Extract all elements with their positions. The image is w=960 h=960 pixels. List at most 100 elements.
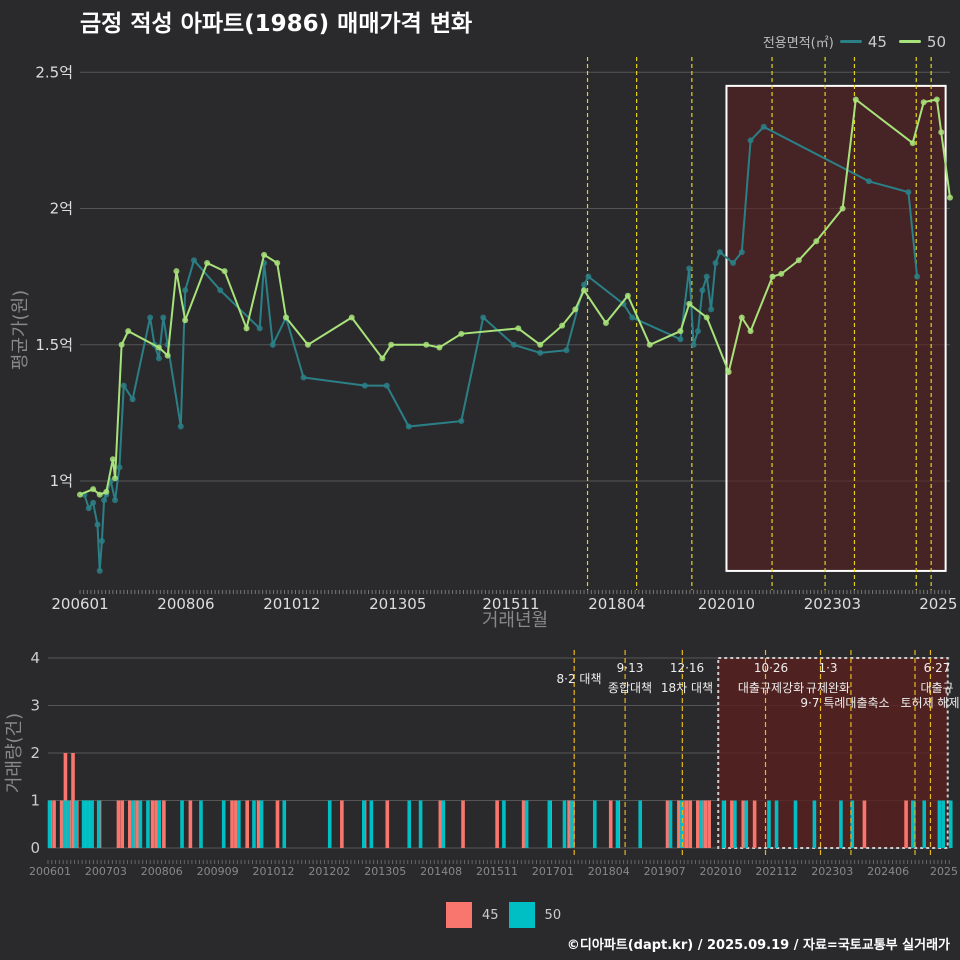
volume-bar-50 bbox=[259, 800, 264, 848]
data-point-45 bbox=[90, 499, 97, 506]
volume-bar-45 bbox=[752, 800, 757, 848]
legend-swatch-45 bbox=[839, 40, 862, 43]
volume-bar-45 bbox=[154, 800, 159, 848]
policy-annotation-text: 9·7 특례대출축소 bbox=[800, 696, 889, 710]
data-point-50 bbox=[537, 341, 544, 348]
x-tick-label-top: 201511 bbox=[482, 595, 539, 613]
x-tick-label-top: 2025 bbox=[919, 595, 957, 613]
data-point-45 bbox=[699, 287, 706, 294]
volume-bar-50 bbox=[839, 800, 843, 848]
volume-bar-45 bbox=[52, 800, 56, 848]
data-point-45 bbox=[703, 273, 710, 280]
volume-bar-45 bbox=[385, 800, 390, 848]
data-point-50 bbox=[909, 140, 916, 147]
top-series bbox=[77, 96, 953, 574]
volume-bar-45 bbox=[684, 800, 689, 848]
volume-bar-50 bbox=[157, 800, 162, 848]
data-point-45 bbox=[563, 347, 570, 354]
x-tick-label-top: 200601 bbox=[51, 595, 108, 613]
legend-label-50: 50 bbox=[926, 32, 946, 51]
x-tick-label-bottom: 200909 bbox=[197, 865, 239, 878]
data-point-50 bbox=[778, 270, 785, 277]
policy-lines-top bbox=[586, 57, 932, 590]
volume-bar-45 bbox=[688, 800, 693, 848]
data-point-45 bbox=[730, 260, 737, 266]
data-point-45 bbox=[85, 505, 92, 512]
volume-bar-45 bbox=[730, 800, 734, 848]
y-tick-label-top: 1억 bbox=[50, 472, 73, 490]
volume-bar-50 bbox=[592, 800, 597, 848]
data-point-50 bbox=[813, 238, 820, 245]
data-point-50 bbox=[109, 456, 116, 463]
volume-bar-45 bbox=[275, 800, 280, 848]
data-point-50 bbox=[274, 260, 281, 266]
data-point-50 bbox=[559, 322, 566, 329]
data-point-50 bbox=[173, 268, 180, 275]
data-point-45 bbox=[458, 418, 465, 425]
data-point-50 bbox=[304, 341, 311, 348]
data-point-50 bbox=[96, 491, 103, 498]
data-point-45 bbox=[120, 382, 127, 389]
data-point-50 bbox=[602, 319, 609, 326]
volume-bar-50 bbox=[699, 800, 703, 848]
volume-bar-50 bbox=[922, 800, 927, 848]
x-tick-label-bottom: 200703 bbox=[85, 865, 127, 878]
data-point-50 bbox=[458, 330, 465, 337]
x-tick-label-bottom: 202010 bbox=[700, 865, 742, 878]
data-point-45 bbox=[101, 497, 108, 504]
volume-bar-50 bbox=[369, 800, 374, 848]
volume-bar-45 bbox=[150, 800, 155, 848]
volume-bar-50 bbox=[441, 800, 446, 848]
data-point-45 bbox=[155, 355, 162, 362]
y-tick-label-bottom: 2 bbox=[30, 744, 40, 762]
legend-top: 전용면적(㎡) 45 50 bbox=[762, 32, 952, 52]
volume-bar-45 bbox=[741, 800, 746, 848]
footer-credit: ©디아파트(dapt.kr) / 2025.09.19 / 자료=국토교통부 실… bbox=[566, 938, 950, 953]
policy-annotation-text: 18차 대책 bbox=[661, 680, 713, 695]
volume-bar-50 bbox=[89, 800, 93, 848]
volume-bar-50 bbox=[524, 800, 529, 848]
policy-annotation-date: 6·27 bbox=[924, 661, 951, 675]
data-point-50 bbox=[738, 314, 745, 321]
data-point-45 bbox=[629, 314, 636, 321]
volume-bar-45 bbox=[862, 800, 867, 848]
x-tick-label-top: 202303 bbox=[804, 595, 861, 613]
policy-annotations: 8·2 대책 9·13 종합대책 12·16 18차 대책 10·26 대출규제강화 1·3 규… bbox=[557, 661, 960, 710]
policy-annotation-text: 대출규제강화 bbox=[738, 681, 804, 695]
x-tick-label-bottom: 2025 bbox=[930, 865, 958, 878]
x-tick-label-bottom: 201907 bbox=[644, 865, 686, 878]
volume-bar-45 bbox=[162, 800, 166, 848]
data-point-50 bbox=[703, 314, 710, 321]
volume-bar-50 bbox=[937, 800, 942, 848]
data-point-50 bbox=[646, 341, 653, 348]
y-tick-label-bottom: 4 bbox=[30, 649, 40, 667]
x-tick-label-bottom: 201511 bbox=[476, 865, 518, 878]
data-point-45 bbox=[738, 249, 745, 256]
data-point-45 bbox=[716, 249, 723, 256]
highlight-box-top bbox=[725, 84, 947, 572]
volume-bar-45 bbox=[128, 800, 132, 848]
volume-bar-45 bbox=[703, 800, 708, 848]
volume-bar-50 bbox=[562, 800, 567, 848]
volume-bar-45 bbox=[234, 800, 238, 848]
x-tick-label-bottom: 202303 bbox=[811, 865, 853, 878]
data-point-50 bbox=[920, 99, 927, 106]
x-tick-label-top: 201305 bbox=[369, 595, 426, 613]
volume-bar-45 bbox=[120, 800, 125, 848]
x-tick-label-bottom: 202406 bbox=[867, 865, 909, 878]
y-axis-label-bottom: 거래량(건) bbox=[4, 713, 25, 793]
data-point-45 bbox=[129, 396, 136, 403]
top-axes: 200601 200806 201012 201305 201511 201804 2020… bbox=[51, 590, 957, 613]
volume-bar-50 bbox=[66, 800, 71, 848]
legend-title: 전용면적(㎡) bbox=[762, 36, 834, 51]
volume-bar-50 bbox=[146, 800, 150, 848]
data-point-50 bbox=[182, 317, 189, 324]
data-point-45 bbox=[116, 464, 123, 471]
x-tick-label-bottom: 201202 bbox=[308, 865, 350, 878]
x-tick-label-top: 201804 bbox=[588, 595, 645, 613]
legend-swatch-50 bbox=[898, 40, 921, 43]
volume-bar-50 bbox=[502, 800, 506, 848]
data-point-50 bbox=[348, 314, 355, 321]
data-point-45 bbox=[865, 178, 872, 185]
volume-bar-45 bbox=[567, 800, 571, 848]
